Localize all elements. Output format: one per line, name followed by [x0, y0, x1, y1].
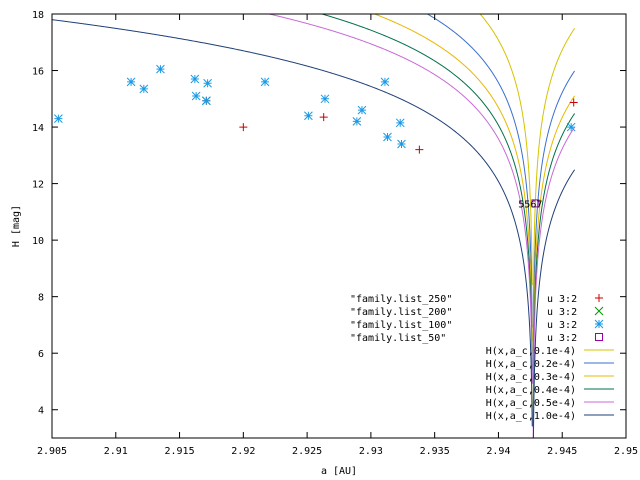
- y-tick-label-2: 6: [38, 349, 44, 360]
- data-point-s3-5: [190, 74, 200, 84]
- data-point-s1-1: [239, 123, 248, 132]
- legend-curve-label-4: H(x,a_c,0.4e-4): [486, 385, 576, 396]
- x-tick-label-8: 2.94: [486, 446, 510, 457]
- data-point-s3-8: [260, 77, 270, 87]
- legend-curve-label-1: H(x,a_c,0.1e-4): [486, 346, 576, 357]
- y-tick-label-8: 18: [32, 10, 44, 21]
- y-tick-label-7: 16: [32, 67, 44, 78]
- x-tick-label-7: 2.935: [420, 446, 450, 457]
- data-point-s3-4: [156, 64, 165, 74]
- y-tick-label-1: 4: [38, 406, 44, 417]
- legend-suffix-2: u 3:2: [547, 307, 577, 318]
- data-point-s4-1: [531, 199, 540, 208]
- data-point-s3-18: [201, 96, 211, 106]
- data-point-s3-15: [395, 118, 405, 128]
- curve-group: [52, 14, 576, 438]
- curve-line-6: [52, 19, 576, 438]
- legend-curve-label-5: H(x,a_c,0.5e-4): [486, 398, 576, 409]
- x-tick-label-9: 2.945: [547, 446, 577, 457]
- x-tick-label-10: 2.95: [614, 446, 638, 457]
- data-point-s1-4: [569, 98, 578, 107]
- curve-line-5: [267, 14, 576, 438]
- legend-marker-4: [595, 333, 603, 341]
- x-tick-label-6: 2.93: [359, 446, 383, 457]
- y-tick-label-6: 14: [32, 123, 44, 134]
- legend-suffix-3: u 3:2: [547, 320, 577, 331]
- curve-line-4: [320, 14, 576, 427]
- y-tick-label-5: 12: [32, 180, 44, 191]
- data-point-s1-3: [415, 145, 424, 154]
- data-point-s3-2: [126, 77, 136, 87]
- legend-suffix-4: u 3:2: [547, 333, 577, 344]
- tick-group: 2.905 2.91 2.915 2.92 2.925 2.93 2.935 2.94 2.94…: [32, 10, 638, 457]
- curve-line-2: [426, 14, 576, 384]
- curve-line-3: [373, 14, 576, 409]
- legend-curve-label-6: H(x,a_c,1.0e-4): [486, 411, 576, 422]
- legend-suffix-1: u 3:2: [547, 294, 577, 305]
- y-axis-label: H [mag]: [11, 205, 22, 247]
- legend-label-2: "family.list_200": [350, 307, 452, 318]
- legend-marker-2: [594, 306, 604, 316]
- data-point-s3-6: [191, 91, 201, 101]
- x-tick-label-5: 2.925: [292, 446, 322, 457]
- y-tick-label-4: 10: [32, 236, 44, 247]
- data-point-s3-10: [320, 94, 330, 104]
- data-point-s3-7: [203, 78, 212, 88]
- x-tick-label-2: 2.91: [104, 446, 128, 457]
- data-point-s3-17: [566, 122, 576, 132]
- data-point-s3-14: [383, 132, 392, 142]
- data-point-s3-12: [357, 105, 367, 115]
- legend-marker-3: [594, 319, 604, 329]
- legend-label-4: "family.list_50": [350, 333, 446, 344]
- legend-curve-label-2: H(x,a_c,0.2e-4): [486, 359, 576, 370]
- x-tick-label-1: 2.905: [37, 446, 67, 457]
- data-point-s3-3: [139, 84, 149, 94]
- data-point-s1-2: [319, 113, 328, 122]
- plot-frame: [51, 13, 627, 439]
- data-point-s3-11: [352, 117, 362, 126]
- data-point-s3-16: [397, 139, 406, 149]
- legend-label-1: "family.list_250": [350, 294, 452, 305]
- x-tick-label-3: 2.915: [165, 446, 195, 457]
- y-tick-label-3: 8: [38, 293, 44, 304]
- data-point-s3-9: [304, 111, 313, 121]
- data-point-s3-1: [54, 114, 63, 123]
- annotation-label: 5567: [518, 199, 542, 210]
- x-axis-label: a [AU]: [321, 466, 357, 477]
- legend: "family.list_250" u 3:2"family.list_200" u…: [350, 294, 614, 422]
- point-group: [54, 64, 578, 208]
- data-point-s3-13: [380, 77, 390, 87]
- curve-line-1: [479, 14, 576, 342]
- legend-label-3: "family.list_100": [350, 320, 452, 331]
- legend-curve-label-3: H(x,a_c,0.3e-4): [486, 372, 576, 383]
- x-tick-label-4: 2.92: [231, 446, 255, 457]
- legend-marker-1: [595, 294, 603, 302]
